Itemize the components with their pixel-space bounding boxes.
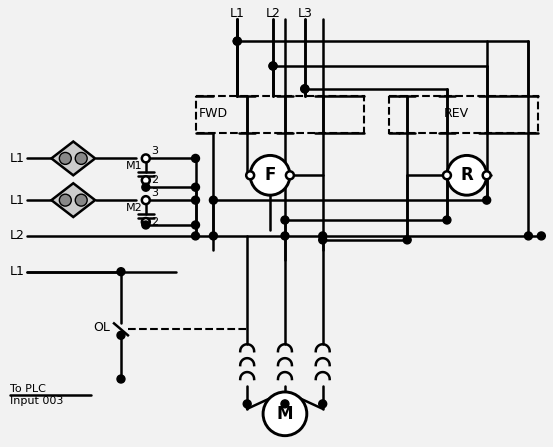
Circle shape	[210, 196, 217, 204]
Text: OL: OL	[93, 321, 110, 334]
Text: L1: L1	[230, 7, 244, 20]
Text: Input 003: Input 003	[9, 396, 63, 406]
Circle shape	[233, 37, 241, 45]
Circle shape	[191, 232, 200, 240]
Circle shape	[538, 232, 545, 240]
Circle shape	[142, 221, 150, 229]
Text: L3: L3	[298, 7, 312, 20]
Text: To PLC: To PLC	[9, 384, 45, 394]
Circle shape	[319, 232, 327, 240]
Circle shape	[117, 268, 125, 276]
Circle shape	[191, 183, 200, 191]
Circle shape	[281, 400, 289, 408]
Circle shape	[483, 196, 491, 204]
Text: L2: L2	[9, 229, 24, 242]
Circle shape	[281, 232, 289, 240]
Circle shape	[75, 152, 87, 164]
Circle shape	[269, 62, 277, 70]
Circle shape	[233, 37, 241, 45]
Circle shape	[281, 216, 289, 224]
Text: 2: 2	[151, 175, 158, 185]
Circle shape	[246, 171, 254, 179]
Text: 3: 3	[151, 147, 158, 156]
Circle shape	[191, 221, 200, 229]
Text: 2: 2	[151, 217, 158, 227]
Circle shape	[524, 232, 533, 240]
Circle shape	[319, 400, 327, 408]
Circle shape	[191, 154, 200, 162]
Polygon shape	[51, 183, 95, 217]
Circle shape	[443, 216, 451, 224]
Text: L2: L2	[265, 7, 280, 20]
Circle shape	[269, 62, 277, 70]
Text: L1: L1	[9, 152, 24, 165]
Circle shape	[191, 196, 200, 204]
Circle shape	[142, 196, 150, 204]
Circle shape	[443, 171, 451, 179]
Circle shape	[75, 194, 87, 206]
Text: 3: 3	[151, 188, 158, 198]
Circle shape	[117, 331, 125, 339]
Circle shape	[263, 392, 307, 436]
Text: F: F	[264, 166, 276, 184]
Text: R: R	[461, 166, 473, 184]
Circle shape	[142, 183, 150, 191]
Circle shape	[210, 232, 217, 240]
Circle shape	[319, 236, 327, 244]
Circle shape	[483, 171, 491, 179]
Circle shape	[117, 375, 125, 383]
Circle shape	[301, 85, 309, 93]
Circle shape	[59, 152, 71, 164]
Text: M1: M1	[126, 161, 143, 171]
Circle shape	[142, 176, 150, 184]
Circle shape	[447, 156, 487, 195]
Text: M2: M2	[126, 203, 143, 213]
Circle shape	[59, 194, 71, 206]
Text: L1: L1	[9, 194, 24, 207]
Circle shape	[250, 156, 290, 195]
Text: M: M	[276, 405, 293, 423]
Circle shape	[142, 154, 150, 162]
Circle shape	[403, 236, 411, 244]
Circle shape	[286, 171, 294, 179]
Text: FWD: FWD	[199, 107, 228, 120]
Polygon shape	[51, 142, 95, 175]
Circle shape	[142, 218, 150, 226]
Text: L1: L1	[9, 265, 24, 278]
Text: REV: REV	[444, 107, 469, 120]
Circle shape	[243, 400, 251, 408]
Circle shape	[301, 85, 309, 93]
